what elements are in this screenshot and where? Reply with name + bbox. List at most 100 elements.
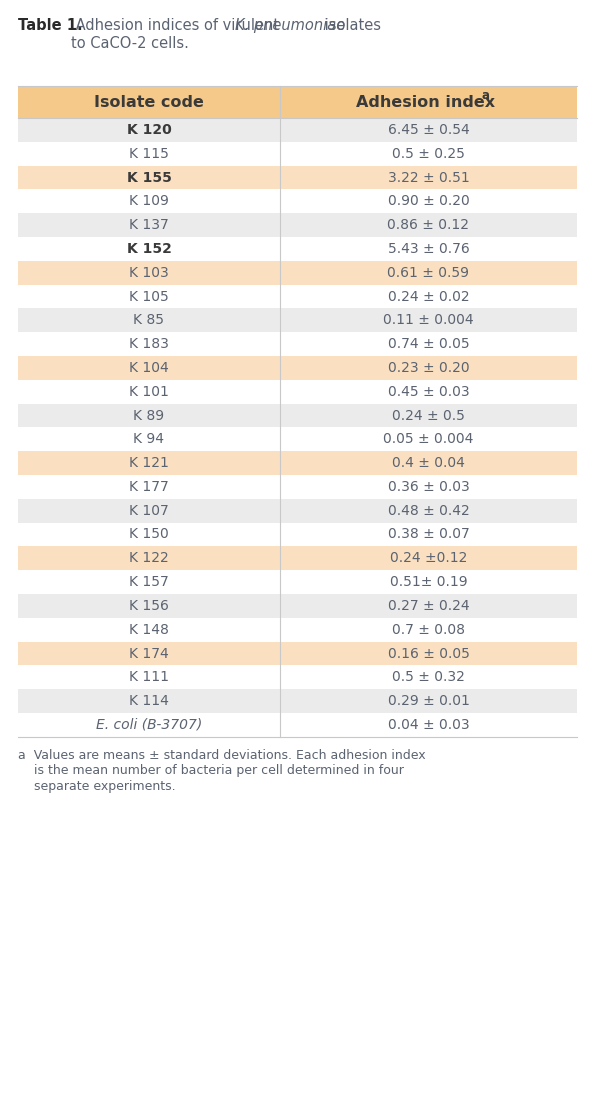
Bar	[280, 666, 577, 689]
Bar	[280, 309, 577, 332]
Text: 3.22 ± 0.51: 3.22 ± 0.51	[387, 170, 469, 185]
Text: K 115: K 115	[129, 147, 169, 160]
Bar	[280, 594, 577, 618]
Bar	[280, 213, 577, 237]
Text: 0.48 ± 0.42: 0.48 ± 0.42	[387, 503, 469, 518]
Text: 0.05 ± 0.004: 0.05 ± 0.004	[383, 432, 474, 447]
Text: K 122: K 122	[129, 551, 169, 565]
Bar	[280, 142, 577, 166]
Bar	[18, 427, 280, 451]
Bar	[18, 379, 280, 404]
Bar	[18, 166, 280, 189]
Bar	[280, 356, 577, 379]
Text: 0.24 ±0.12: 0.24 ±0.12	[390, 551, 467, 565]
Bar	[280, 451, 577, 474]
Text: K 148: K 148	[129, 623, 169, 637]
Text: 0.74 ± 0.05: 0.74 ± 0.05	[388, 337, 469, 351]
Text: K 89: K 89	[133, 408, 165, 422]
Text: K 155: K 155	[127, 170, 171, 185]
Bar	[18, 118, 280, 142]
Bar	[280, 641, 577, 666]
Text: K 85: K 85	[133, 313, 164, 327]
Text: K 109: K 109	[129, 195, 169, 208]
Text: 0.86 ± 0.12: 0.86 ± 0.12	[387, 218, 469, 232]
Bar	[18, 713, 280, 737]
Bar	[18, 284, 280, 309]
Bar	[280, 427, 577, 451]
Text: Table 1.: Table 1.	[18, 18, 83, 33]
Text: K 157: K 157	[129, 575, 169, 589]
Text: 5.43 ± 0.76: 5.43 ± 0.76	[387, 242, 469, 255]
Text: K. pneumoniae: K. pneumoniae	[235, 18, 345, 33]
Text: K 177: K 177	[129, 480, 169, 494]
Text: K 105: K 105	[129, 290, 169, 303]
Text: 0.23 ± 0.20: 0.23 ± 0.20	[388, 361, 469, 375]
Bar	[18, 618, 280, 641]
Text: K 103: K 103	[129, 265, 169, 280]
Bar	[280, 546, 577, 571]
Text: 0.4 ± 0.04: 0.4 ± 0.04	[392, 456, 465, 470]
Text: 0.45 ± 0.03: 0.45 ± 0.03	[388, 385, 469, 398]
Text: K 94: K 94	[133, 432, 164, 447]
Text: 6.45 ± 0.54: 6.45 ± 0.54	[387, 123, 469, 137]
Bar	[280, 379, 577, 404]
Bar	[18, 523, 280, 546]
Bar	[18, 451, 280, 474]
Text: Adhesion indices of virulent: Adhesion indices of virulent	[71, 18, 284, 33]
Text: 0.27 ± 0.24: 0.27 ± 0.24	[388, 599, 469, 613]
Text: K 152: K 152	[127, 242, 171, 255]
Bar	[18, 666, 280, 689]
Bar	[280, 474, 577, 499]
Text: 0.5 ± 0.25: 0.5 ± 0.25	[392, 147, 465, 160]
Bar	[18, 571, 280, 594]
Bar	[18, 309, 280, 332]
Bar	[280, 618, 577, 641]
Bar	[280, 261, 577, 284]
Text: 0.11 ± 0.004: 0.11 ± 0.004	[383, 313, 474, 327]
Text: 0.24 ± 0.5: 0.24 ± 0.5	[392, 408, 465, 422]
Text: K 150: K 150	[129, 528, 169, 542]
Text: K 114: K 114	[129, 695, 169, 708]
Bar	[280, 86, 577, 118]
Text: K 183: K 183	[129, 337, 169, 351]
Text: to CaCO-2 cells.: to CaCO-2 cells.	[71, 35, 189, 51]
Text: K 174: K 174	[129, 647, 169, 660]
Bar	[280, 189, 577, 213]
Bar	[280, 237, 577, 261]
Bar	[18, 689, 280, 713]
Text: E. coli (B-3707): E. coli (B-3707)	[96, 718, 202, 732]
Bar	[18, 594, 280, 618]
Bar	[280, 689, 577, 713]
Text: 0.24 ± 0.02: 0.24 ± 0.02	[388, 290, 469, 303]
Bar	[18, 189, 280, 213]
Text: a  Values are means ± standard deviations. Each adhesion index: a Values are means ± standard deviations…	[18, 749, 425, 762]
Text: K 101: K 101	[129, 385, 169, 398]
Bar	[18, 213, 280, 237]
Bar	[280, 404, 577, 427]
Text: Isolate code: Isolate code	[94, 94, 204, 109]
Bar	[18, 142, 280, 166]
Text: separate experiments.: separate experiments.	[18, 780, 176, 793]
Bar	[280, 499, 577, 523]
Bar	[18, 474, 280, 499]
Bar	[18, 356, 280, 379]
Bar	[280, 571, 577, 594]
Text: 0.5 ± 0.32: 0.5 ± 0.32	[392, 670, 465, 685]
Text: is the mean number of bacteria per cell determined in four: is the mean number of bacteria per cell …	[18, 764, 404, 778]
Bar	[18, 86, 280, 118]
Text: a: a	[481, 88, 490, 102]
Text: 0.29 ± 0.01: 0.29 ± 0.01	[387, 695, 469, 708]
Text: K 120: K 120	[127, 123, 171, 137]
Bar	[18, 237, 280, 261]
Text: 0.16 ± 0.05: 0.16 ± 0.05	[387, 647, 469, 660]
Text: 0.51± 0.19: 0.51± 0.19	[390, 575, 467, 589]
Bar	[280, 284, 577, 309]
Bar	[18, 641, 280, 666]
Bar	[280, 523, 577, 546]
Bar	[280, 332, 577, 356]
Bar	[280, 713, 577, 737]
Text: K 137: K 137	[129, 218, 169, 232]
Text: 0.7 ± 0.08: 0.7 ± 0.08	[392, 623, 465, 637]
Text: K 104: K 104	[129, 361, 169, 375]
Bar	[18, 546, 280, 571]
